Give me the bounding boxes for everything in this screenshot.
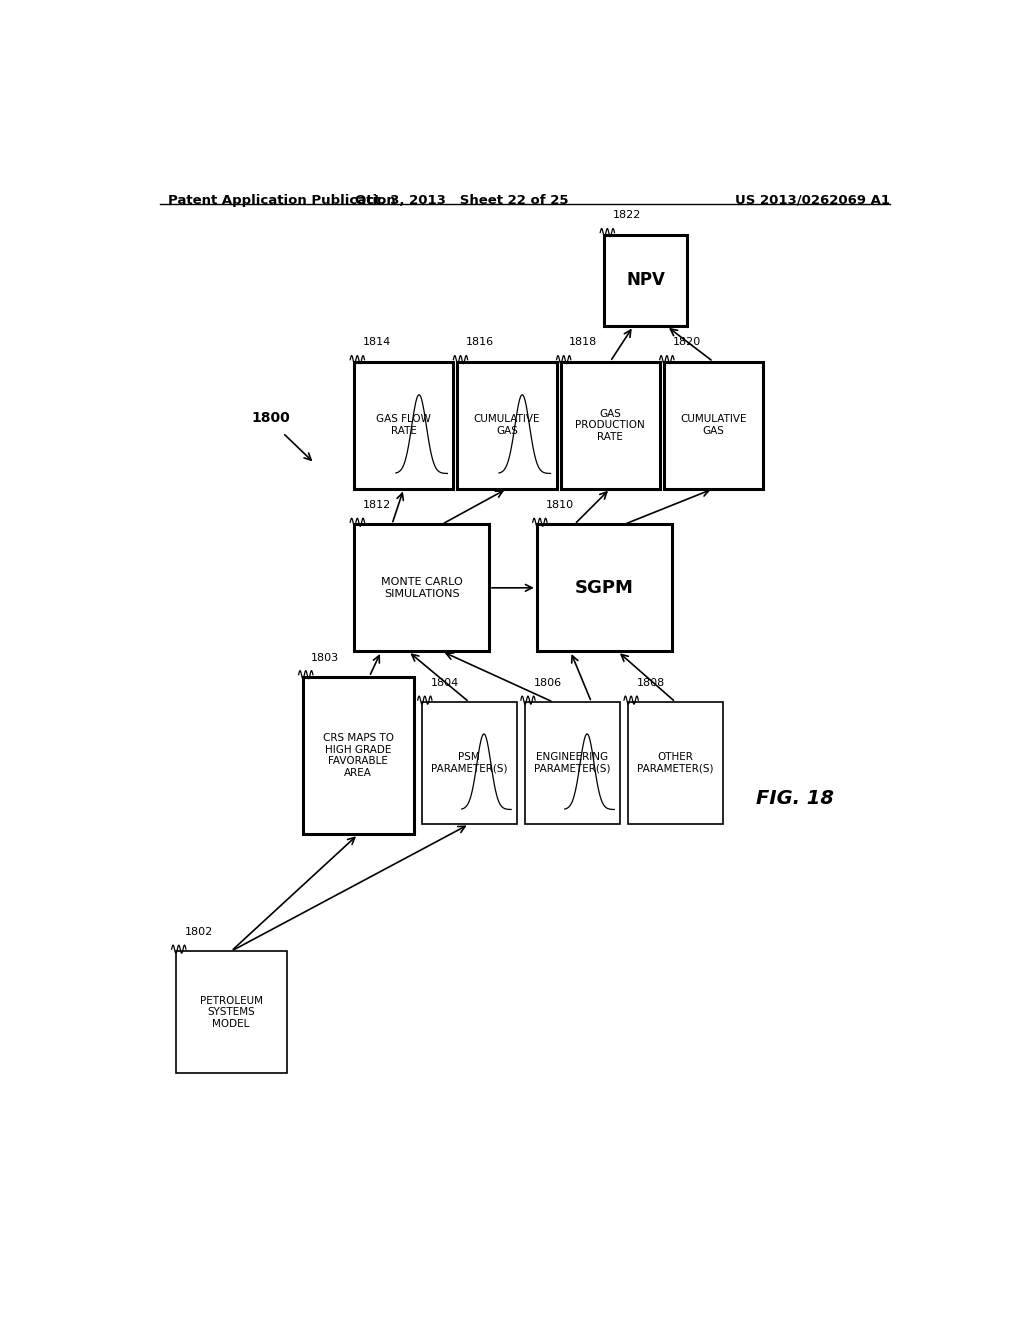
Text: GAS
PRODUCTION
RATE: GAS PRODUCTION RATE <box>575 409 645 442</box>
Text: OTHER
PARAMETER(S): OTHER PARAMETER(S) <box>637 752 714 774</box>
FancyBboxPatch shape <box>524 702 620 824</box>
Text: 1806: 1806 <box>534 678 561 688</box>
Text: CUMULATIVE
GAS: CUMULATIVE GAS <box>474 414 541 436</box>
Text: 1822: 1822 <box>613 210 641 220</box>
FancyBboxPatch shape <box>354 524 489 651</box>
Text: PETROLEUM
SYSTEMS
MODEL: PETROLEUM SYSTEMS MODEL <box>200 995 263 1028</box>
FancyBboxPatch shape <box>628 702 723 824</box>
Text: 1800: 1800 <box>251 411 290 425</box>
FancyBboxPatch shape <box>537 524 672 651</box>
FancyBboxPatch shape <box>458 362 557 488</box>
Text: CRS MAPS TO
HIGH GRADE
FAVORABLE
AREA: CRS MAPS TO HIGH GRADE FAVORABLE AREA <box>323 733 393 777</box>
Text: 1818: 1818 <box>569 338 597 347</box>
Text: 1816: 1816 <box>466 338 495 347</box>
FancyBboxPatch shape <box>664 362 763 488</box>
FancyBboxPatch shape <box>422 702 517 824</box>
Text: MONTE CARLO
SIMULATIONS: MONTE CARLO SIMULATIONS <box>381 577 463 599</box>
Text: 1820: 1820 <box>673 338 700 347</box>
Text: 1812: 1812 <box>362 500 391 510</box>
Text: 1814: 1814 <box>362 338 391 347</box>
Text: 1810: 1810 <box>546 500 573 510</box>
Text: ENGINEERING
PARAMETER(S): ENGINEERING PARAMETER(S) <box>535 752 610 774</box>
Text: CUMULATIVE
GAS: CUMULATIVE GAS <box>680 414 746 436</box>
FancyBboxPatch shape <box>354 362 454 488</box>
Text: 1804: 1804 <box>430 678 459 688</box>
Text: NPV: NPV <box>627 272 666 289</box>
FancyBboxPatch shape <box>560 362 659 488</box>
Text: 1803: 1803 <box>311 652 339 663</box>
Text: Patent Application Publication: Patent Application Publication <box>168 194 395 207</box>
FancyBboxPatch shape <box>303 677 414 834</box>
Text: 1802: 1802 <box>184 927 213 937</box>
Text: Oct. 3, 2013   Sheet 22 of 25: Oct. 3, 2013 Sheet 22 of 25 <box>354 194 568 207</box>
Text: US 2013/0262069 A1: US 2013/0262069 A1 <box>735 194 890 207</box>
Text: GAS FLOW
RATE: GAS FLOW RATE <box>377 414 431 436</box>
FancyBboxPatch shape <box>604 235 687 326</box>
Text: PSM
PARAMETER(S): PSM PARAMETER(S) <box>431 752 508 774</box>
FancyBboxPatch shape <box>176 952 287 1073</box>
Text: FIG. 18: FIG. 18 <box>756 789 834 808</box>
Text: SGPM: SGPM <box>574 579 634 597</box>
Text: 1808: 1808 <box>637 678 665 688</box>
